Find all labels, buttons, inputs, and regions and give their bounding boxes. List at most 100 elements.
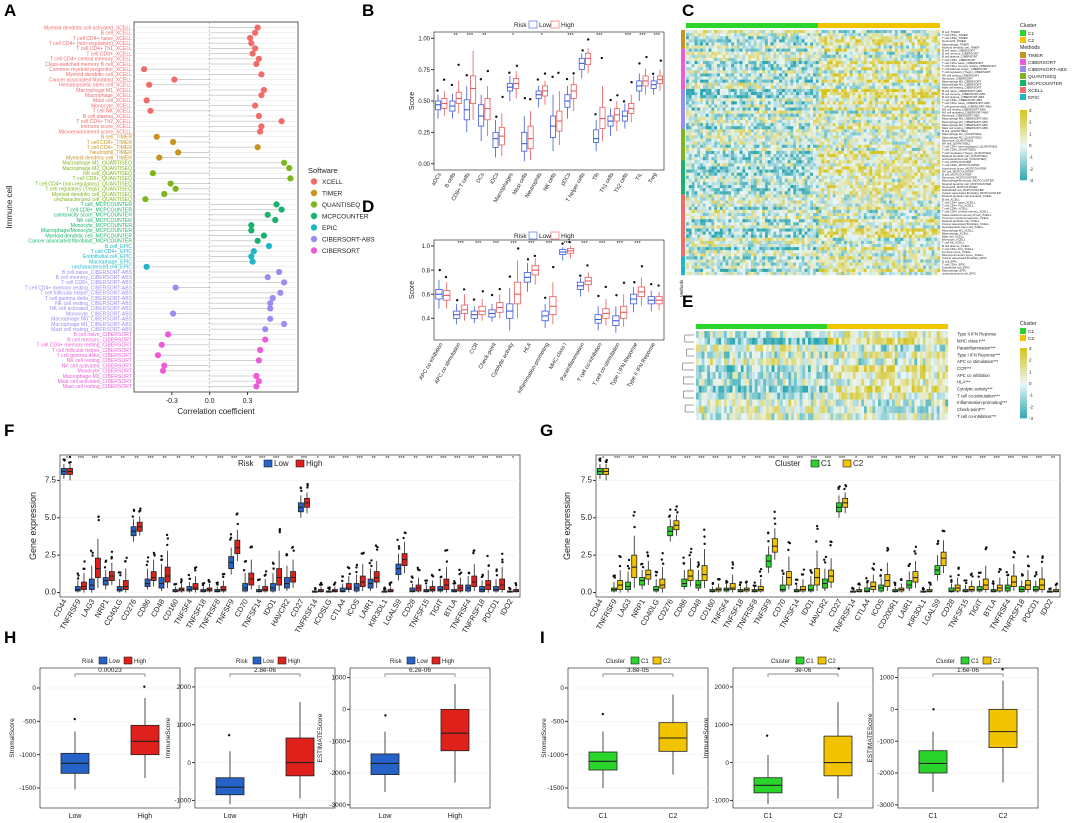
heatmap-cell <box>691 116 695 121</box>
box-body <box>687 569 694 581</box>
legend-title: Risk <box>514 233 527 240</box>
heatmap-cell <box>781 107 785 111</box>
heatmap-cell <box>883 98 887 102</box>
heatmap-cell <box>858 85 862 90</box>
heatmap-cell <box>937 57 941 62</box>
heatmap-cell <box>739 39 743 43</box>
heatmap-cell <box>705 51 709 56</box>
heatmap-cell <box>779 54 783 59</box>
box-body <box>807 584 814 592</box>
panel-a-point <box>159 367 167 374</box>
heatmap-cell <box>892 92 896 96</box>
heatmap-cell <box>717 70 721 74</box>
heatmap-cell <box>863 113 867 118</box>
ytick-label: 0 <box>187 760 191 767</box>
ytick-label: -1500 <box>19 785 36 792</box>
ylabel: StromalScore <box>9 718 16 758</box>
box-outlier <box>731 561 734 564</box>
heatmap-cell <box>686 104 690 108</box>
heatmap-cell <box>702 107 706 111</box>
heatmap-cell <box>892 88 896 93</box>
heatmap-cell <box>762 101 766 105</box>
heatmap-cell <box>813 48 817 52</box>
heatmap-cell <box>832 36 836 40</box>
heatmap-cell <box>897 61 901 65</box>
heatmap-cell <box>889 88 893 93</box>
heatmap-cell <box>739 101 743 105</box>
heatmap-cell <box>702 79 706 83</box>
heatmap-cell <box>717 107 721 111</box>
heatmap-cell <box>849 36 853 40</box>
heatmap-cell <box>700 116 704 121</box>
heatmap-cell <box>923 54 927 59</box>
heatmap-cell <box>798 39 802 43</box>
heatmap-cell <box>894 104 898 108</box>
heatmap-cell <box>773 73 777 77</box>
heatmap-cell <box>894 82 898 87</box>
heatmap-cell <box>688 67 692 71</box>
heatmap-cell <box>852 70 856 74</box>
heatmap-cell <box>694 98 698 102</box>
heatmap-cell <box>897 39 901 43</box>
box-body <box>823 735 853 777</box>
heatmap-cell <box>863 82 867 87</box>
box-outlier <box>459 571 463 574</box>
heatmap-cell <box>835 48 839 52</box>
ytick-label: -3000 <box>877 802 894 809</box>
heatmap-cell <box>855 104 859 108</box>
heatmap-cell <box>762 110 766 114</box>
heatmap-cell <box>739 95 743 99</box>
box-outlier <box>1040 560 1044 564</box>
box-outlier <box>501 560 504 564</box>
category-label: Low <box>379 813 393 820</box>
heatmap-cell <box>742 82 746 87</box>
heatmap-cell <box>838 76 842 80</box>
heatmap-cell <box>686 85 690 90</box>
heatmap-cell <box>742 116 746 121</box>
heatmap-cell <box>911 129 915 133</box>
panel-a-legend-item: MCPCOUNTER <box>322 214 369 221</box>
heatmap-cell <box>773 116 777 121</box>
heatmap-cell <box>917 79 921 83</box>
heatmap-cell <box>793 107 797 111</box>
heatmap-cell <box>804 79 808 83</box>
heatmap-row-label: Mast cell resting_CIBERSORT-ABS <box>942 126 988 130</box>
heatmap-cell <box>756 107 760 111</box>
heatmap-cell <box>889 92 893 96</box>
heatmap-cell <box>765 70 769 74</box>
heatmap-cell <box>756 42 760 46</box>
heatmap-cell <box>750 110 754 114</box>
box-outlier <box>781 569 784 572</box>
heatmap-cell <box>934 57 938 62</box>
heatmap-cell <box>745 48 749 52</box>
heatmap-cell <box>688 33 692 37</box>
heatmap-cell <box>688 113 692 118</box>
heatmap-cell <box>934 73 938 77</box>
heatmap-cell <box>849 123 853 127</box>
heatmap-cell <box>790 85 794 90</box>
heatmap-cell <box>908 79 912 83</box>
heatmap-cell <box>719 39 723 43</box>
heatmap-row-label: Macrophage M2_CIBERSORT-ABS <box>942 123 988 127</box>
heatmap-cell <box>725 95 729 99</box>
heatmap-cell <box>844 48 848 52</box>
box-outlier <box>514 583 518 587</box>
heatmap-cell <box>719 70 723 74</box>
heatmap-cell <box>911 45 915 49</box>
box-outlier <box>1041 555 1044 558</box>
heatmap-cell <box>872 33 876 37</box>
heatmap-cell <box>722 82 726 87</box>
heatmap-cell <box>810 123 814 127</box>
heatmap-cell <box>736 82 740 87</box>
heatmap-cell <box>745 116 749 121</box>
heatmap-cell <box>711 101 715 105</box>
heatmap-cell <box>866 48 870 52</box>
heatmap-cell <box>731 88 735 93</box>
heatmap-cell <box>844 107 848 111</box>
heatmap-cell <box>880 73 884 77</box>
heatmap-cell <box>928 119 932 124</box>
heatmap-cell <box>869 107 873 111</box>
heatmap-cell <box>787 107 791 111</box>
box-outlier <box>495 574 499 577</box>
